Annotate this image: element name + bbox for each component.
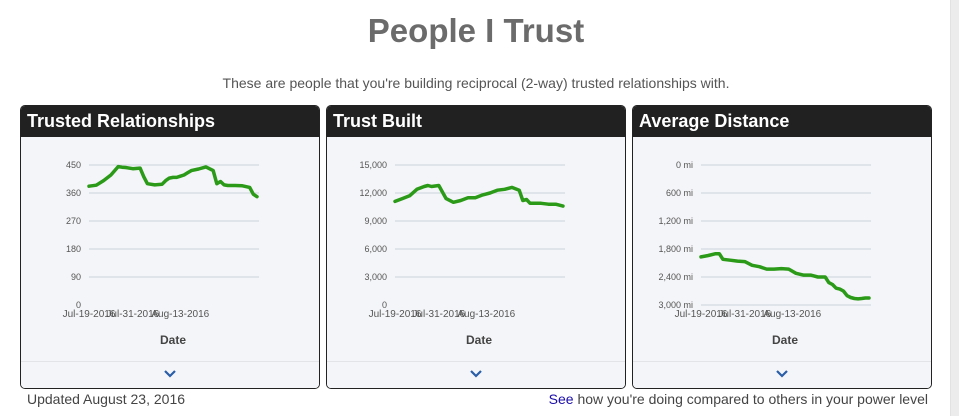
x-tick-label: Aug-13-2016 xyxy=(151,309,209,320)
y-tick-label: 1,200 mi xyxy=(658,216,693,226)
chart-area: 450 360 270 180 90 0 Jul-19-2016 Jul-31-2016 Aug… xyxy=(21,137,319,362)
y-tick-label: 0 xyxy=(382,300,387,310)
y-tick-label: 360 xyxy=(66,188,81,198)
trusted-relationships-chart: 450 360 270 180 90 0Jul-19-2016Jul-31-2016Aug… xyxy=(63,160,259,347)
y-tick-label: 1,800 mi xyxy=(658,244,693,254)
y-tick-label: 15,000 xyxy=(359,160,387,170)
y-tick-label: 180 xyxy=(66,244,81,254)
x-tick-label: Jul-31-2016 xyxy=(412,309,465,320)
trust-built-chart: 15,000 12,000 9,000 6,000 3,000 0Jul-19-2016J… xyxy=(359,160,565,347)
expand-button[interactable] xyxy=(327,361,625,388)
x-tick-label: Aug-13-2016 xyxy=(457,309,515,320)
x-tick-label: Jul-31-2016 xyxy=(718,309,771,320)
y-tick-label: 12,000 xyxy=(359,188,387,198)
y-tick-label: 270 xyxy=(66,216,81,226)
y-tick-label: 450 xyxy=(66,160,81,170)
y-tick-label: 9,000 xyxy=(364,216,387,226)
trust-built-card: Trust Built 15,000 12,000 9,000 6,000 3,000 0… xyxy=(326,105,626,389)
chart-area: 15,000 12,000 9,000 6,000 3,000 0 Jul-19-2016 J… xyxy=(327,137,625,362)
series-line xyxy=(393,183,565,208)
card-title: Trust Built xyxy=(327,106,625,137)
compare-description: how you're doing compared to others in y… xyxy=(573,391,928,407)
updated-date: Updated August 23, 2016 xyxy=(27,391,186,407)
page-title: People I Trust xyxy=(367,12,585,49)
y-tick-label: 0 xyxy=(76,300,81,310)
y-tick-label: 600 mi xyxy=(666,188,693,198)
chevron-down-icon[interactable] xyxy=(468,368,484,380)
x-axis-label: Date xyxy=(160,333,186,347)
trusted-relationships-card: Trusted Relationships 450 360 270 180 90 0 Jul… xyxy=(20,105,320,389)
card-title: Trusted Relationships xyxy=(21,106,319,137)
x-axis-label: Date xyxy=(466,333,492,347)
y-tick-label: 2,400 mi xyxy=(658,272,693,282)
x-tick-label: Aug-13-2016 xyxy=(763,309,821,320)
compare-text: See how you're doing compared to others … xyxy=(549,391,928,407)
average-distance-card: Average Distance 0 mi 600 mi 1,200 mi 1,800… xyxy=(632,105,932,389)
average-distance-chart: 0 mi 600 mi 1,200 mi 1,800 mi 2,400 mi 3,000 … xyxy=(658,160,871,347)
card-title: Average Distance xyxy=(633,106,931,137)
chevron-down-icon[interactable] xyxy=(774,368,790,380)
y-tick-label: 90 xyxy=(71,272,81,282)
y-tick-label: 3,000 xyxy=(364,272,387,282)
expand-button[interactable] xyxy=(21,361,319,388)
chart-area: 0 mi 600 mi 1,200 mi 1,800 mi 2,400 mi 3,000 … xyxy=(633,137,931,362)
series-line xyxy=(87,164,259,199)
x-tick-label: Jul-19-2016 xyxy=(675,309,728,320)
y-tick-label: 0 mi xyxy=(676,160,693,170)
y-tick-label: 6,000 xyxy=(364,244,387,254)
x-tick-label: Jul-19-2016 xyxy=(369,309,422,320)
x-tick-label: Jul-31-2016 xyxy=(106,309,159,320)
x-tick-label: Jul-19-2016 xyxy=(63,309,116,320)
see-link[interactable]: See xyxy=(548,391,574,407)
chevron-down-icon[interactable] xyxy=(162,368,178,380)
x-axis-label: Date xyxy=(772,333,798,347)
y-tick-label: 3,000 mi xyxy=(658,300,693,310)
expand-button[interactable] xyxy=(633,361,931,388)
page-subtitle: These are people that you're building re… xyxy=(222,75,730,91)
series-line xyxy=(699,251,871,301)
page-scroll-edge xyxy=(950,0,959,416)
